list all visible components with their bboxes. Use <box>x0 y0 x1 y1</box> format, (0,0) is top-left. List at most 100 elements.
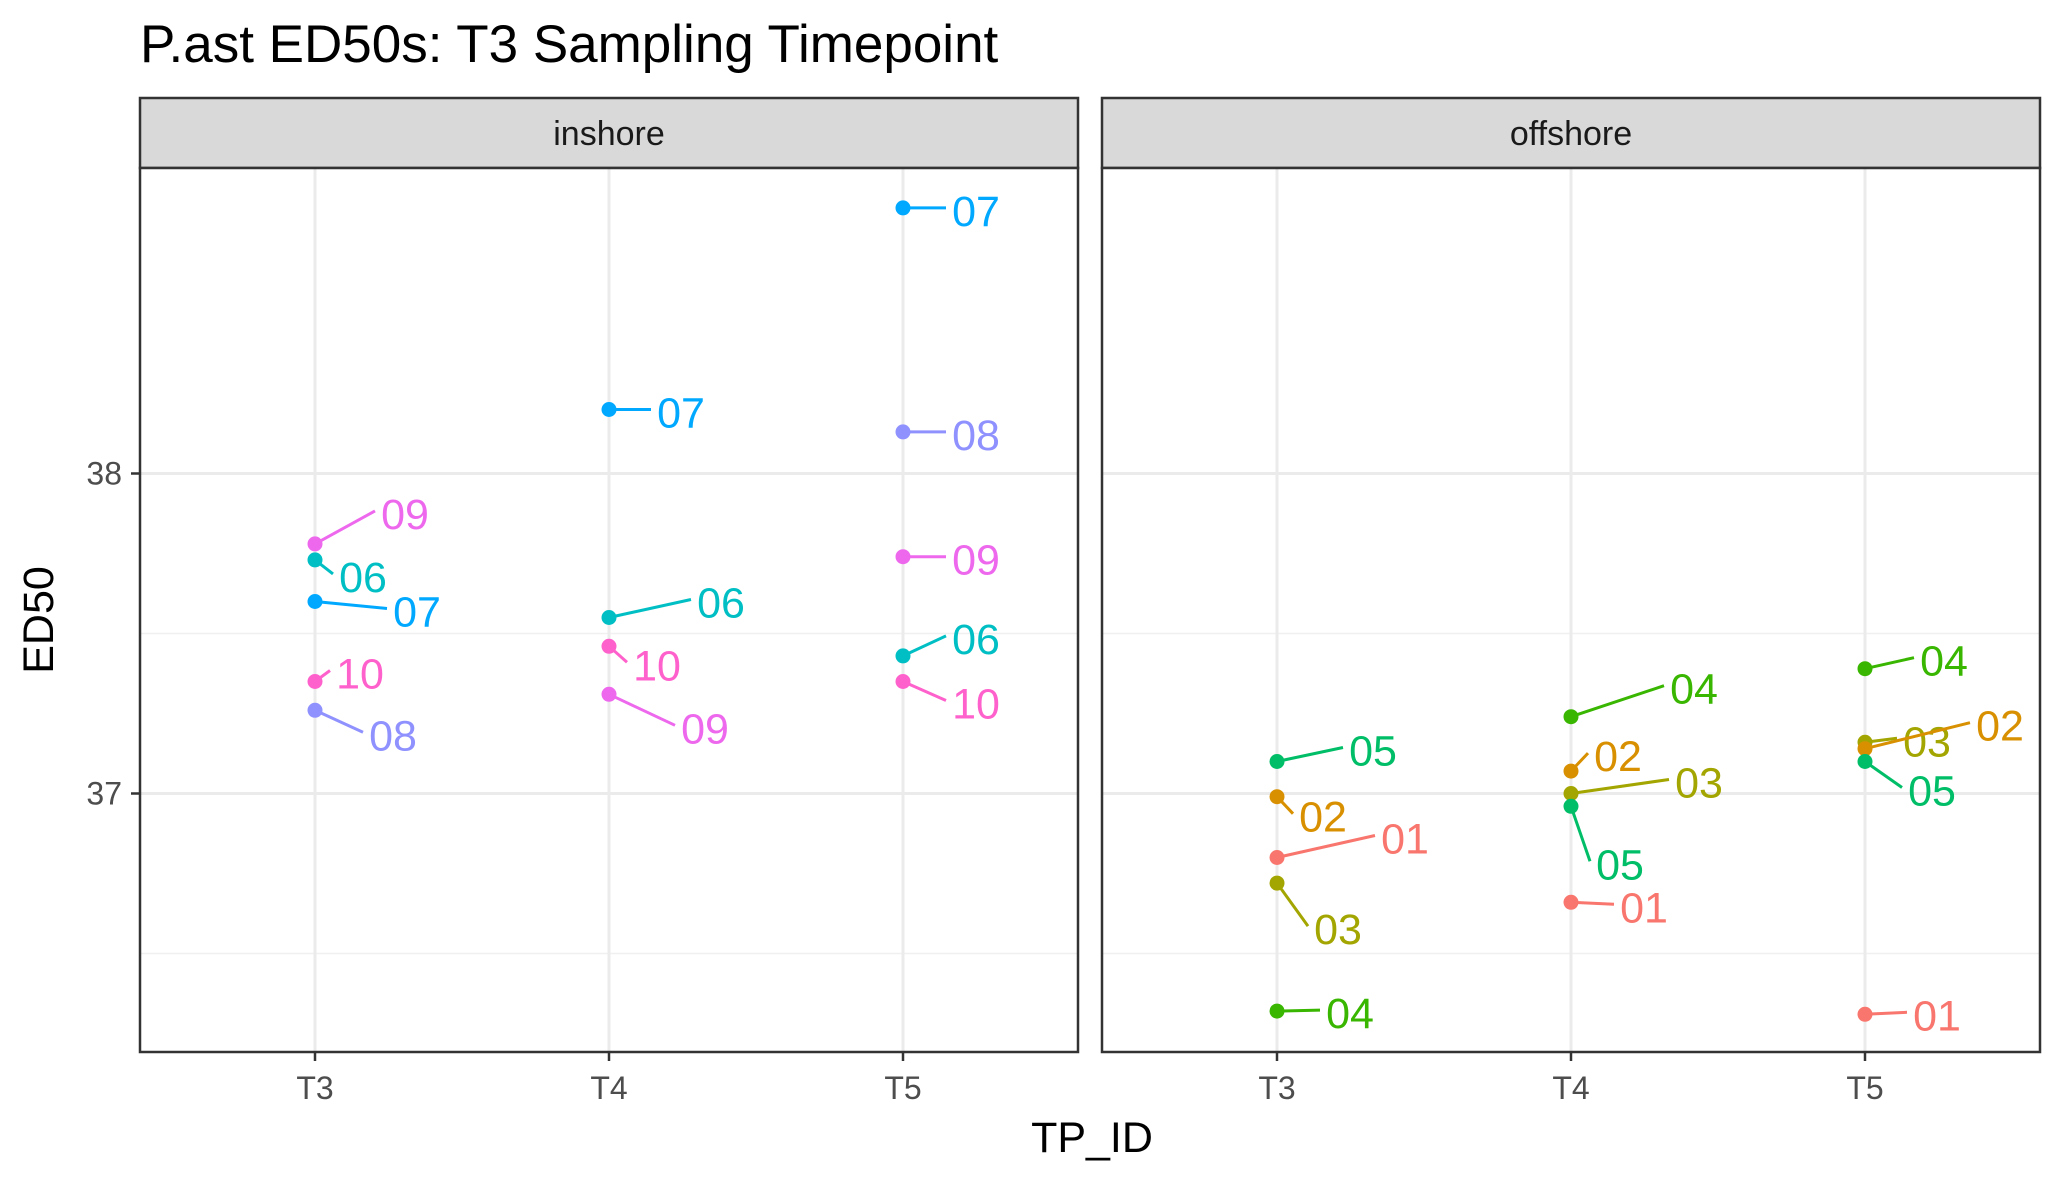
data-point-04: 04 <box>1269 990 1374 1038</box>
point-label: 02 <box>1976 703 2024 751</box>
label-connector <box>1276 746 1344 763</box>
point-marker <box>895 648 911 664</box>
label-connector <box>1276 834 1376 859</box>
x-tick-label: T3 <box>1258 1070 1295 1106</box>
point-label: 04 <box>1326 990 1374 1038</box>
point-marker <box>1269 1003 1285 1019</box>
point-label: 03 <box>1903 718 1951 766</box>
point-label: 08 <box>952 412 1000 460</box>
data-point-02: 02 <box>1857 703 2024 757</box>
point-label: 03 <box>1314 906 1362 954</box>
y-tick-label: 38 <box>86 456 122 492</box>
point-label: 04 <box>1920 638 1968 686</box>
point-marker <box>1563 786 1579 801</box>
point-label: 06 <box>339 554 387 602</box>
x-tick-label: T4 <box>1552 1070 1589 1106</box>
point-marker <box>307 552 323 568</box>
point-marker <box>1269 754 1285 769</box>
point-marker <box>895 200 911 216</box>
point-marker <box>601 686 617 702</box>
x-tick-label: T4 <box>590 1070 627 1106</box>
point-marker <box>1857 741 1873 757</box>
point-label: 01 <box>1620 884 1668 932</box>
data-point-07: 07 <box>601 390 705 438</box>
point-marker <box>307 702 323 718</box>
data-point-01: 01 <box>1269 816 1429 865</box>
strip-inshore <box>138 96 1080 170</box>
point-marker <box>1857 754 1873 769</box>
y-tick-label: 37 <box>86 776 122 812</box>
label-connector <box>1864 721 1971 751</box>
data-point-08: 08 <box>307 702 417 760</box>
x-tick-label: T3 <box>296 1070 333 1106</box>
data-point-07: 07 <box>895 188 1000 236</box>
label-connector <box>1569 805 1592 862</box>
point-marker <box>1269 875 1285 891</box>
point-marker <box>1563 763 1579 779</box>
point-marker <box>1269 789 1285 805</box>
point-label: 09 <box>681 705 729 753</box>
data-point-05: 05 <box>1857 754 1956 816</box>
point-marker <box>601 610 617 625</box>
point-label: 03 <box>1675 760 1723 808</box>
chart-title: P.ast ED50s: T3 Sampling Timepoint <box>140 15 999 74</box>
label-connector <box>1570 684 1665 719</box>
data-point-08: 08 <box>895 412 1000 460</box>
point-marker <box>601 638 617 654</box>
point-marker <box>601 402 617 417</box>
point-marker <box>307 536 323 552</box>
data-point-01: 01 <box>1857 992 1961 1040</box>
strip-label-inshore: inshore <box>553 115 665 153</box>
label-connector <box>608 598 692 619</box>
point-marker <box>307 674 323 689</box>
data-point-07: 07 <box>307 589 441 637</box>
point-label: 05 <box>1349 728 1397 776</box>
data-point-06: 06 <box>601 580 745 628</box>
point-label: 09 <box>952 537 1000 585</box>
point-marker <box>895 674 911 689</box>
point-label: 08 <box>369 712 417 760</box>
data-point-01: 01 <box>1563 884 1668 932</box>
label-connector <box>1864 760 1903 789</box>
point-label: 07 <box>657 390 705 438</box>
point-label: 05 <box>1908 768 1956 816</box>
data-point-10: 10 <box>307 651 384 699</box>
point-label: 01 <box>1381 816 1429 864</box>
point-label: 10 <box>952 681 1000 729</box>
label-connector <box>902 680 947 702</box>
point-label: 10 <box>633 642 681 690</box>
y-axis: 37 38 <box>86 456 140 812</box>
point-label: 06 <box>952 616 1000 664</box>
label-connector <box>902 634 947 658</box>
point-label: 01 <box>1913 992 1961 1040</box>
point-label: 10 <box>336 651 384 699</box>
data-point-04: 04 <box>1857 638 1968 686</box>
y-axis-title: ED50 <box>15 566 63 674</box>
point-marker <box>895 549 911 565</box>
label-connector <box>314 708 364 734</box>
point-label: 05 <box>1596 841 1644 889</box>
label-connector <box>608 692 676 727</box>
point-marker <box>1857 661 1873 677</box>
point-label: 07 <box>952 188 1000 236</box>
data-point-03: 03 <box>1857 718 1951 766</box>
point-label: 09 <box>381 491 429 539</box>
point-marker <box>895 424 911 440</box>
data-point-04: 04 <box>1563 666 1718 725</box>
data-point-03: 03 <box>1563 760 1723 808</box>
label-connector <box>1275 882 1310 927</box>
x-axis-title: TP_ID <box>1031 1114 1153 1162</box>
strip-label-offshore: offshore <box>1510 115 1632 153</box>
point-marker <box>1563 798 1579 814</box>
data-point-09: 09 <box>601 686 729 753</box>
point-label: 07 <box>393 589 441 637</box>
label-connector <box>314 509 376 546</box>
point-label: 04 <box>1670 666 1718 714</box>
data-point-06: 06 <box>895 616 1000 664</box>
label-connector <box>1864 656 1915 671</box>
point-label: 02 <box>1594 733 1642 781</box>
data-point-02: 02 <box>1269 789 1347 842</box>
point-marker <box>1269 850 1285 865</box>
